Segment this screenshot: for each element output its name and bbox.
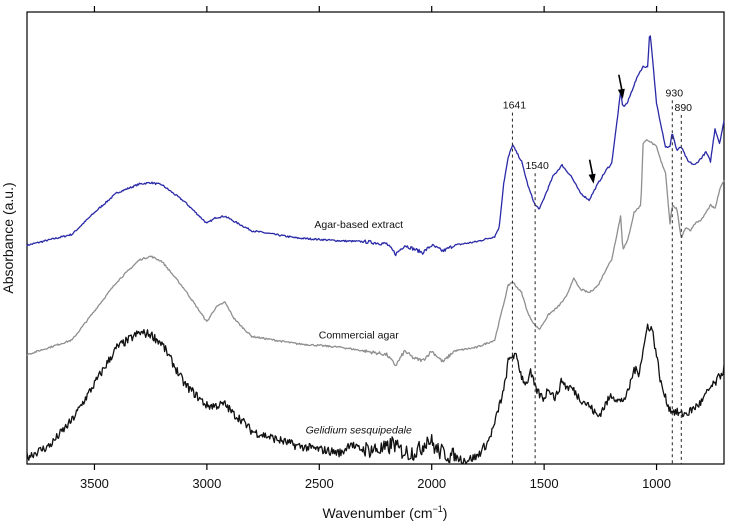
- x-axis-ticks: 3500 3000 2500 2000 1500 1000: [80, 6, 671, 491]
- x-tick-label: 2500: [305, 476, 334, 491]
- series-label-0: Agar-based extract: [314, 219, 403, 231]
- series-label-1: Commercial agar: [319, 330, 399, 342]
- ref-line-label-1540: 1540: [525, 160, 549, 172]
- x-tick-label: 3000: [192, 476, 221, 491]
- x-tick-label: 1000: [642, 476, 671, 491]
- x-tick-label: 1500: [530, 476, 559, 491]
- series-labels: Agar-based extract Commercial agar Gelidiu…: [306, 219, 412, 437]
- x-axis-title-main: Wavenumber (cm: [323, 505, 433, 521]
- reference-lines: 1641 1540 930 890: [503, 87, 692, 464]
- peak-arrow-0: [617, 74, 625, 99]
- series-line-1: [26, 139, 725, 367]
- x-axis-title: Wavenumber (cm−1): [323, 504, 448, 521]
- series-group: [26, 35, 725, 465]
- x-axis-title-sup: −1: [433, 504, 443, 514]
- x-tick-label: 2000: [417, 476, 446, 491]
- series-label-2: Gelidium sesquipedale: [306, 424, 412, 436]
- peak-arrow-1: [588, 159, 596, 184]
- series-line-0: [26, 35, 725, 257]
- ref-line-label-930: 930: [666, 87, 684, 99]
- plot-frame: [26, 11, 725, 465]
- series-line-2: [26, 323, 725, 465]
- x-axis-title-suffix: ): [443, 505, 448, 521]
- peak-arrows: [588, 74, 625, 184]
- x-tick-label: 3500: [80, 476, 109, 491]
- ref-line-label-1641: 1641: [503, 100, 527, 112]
- ref-line-label-890: 890: [675, 102, 693, 114]
- y-axis-title: Absorbance (a.u.): [0, 182, 16, 293]
